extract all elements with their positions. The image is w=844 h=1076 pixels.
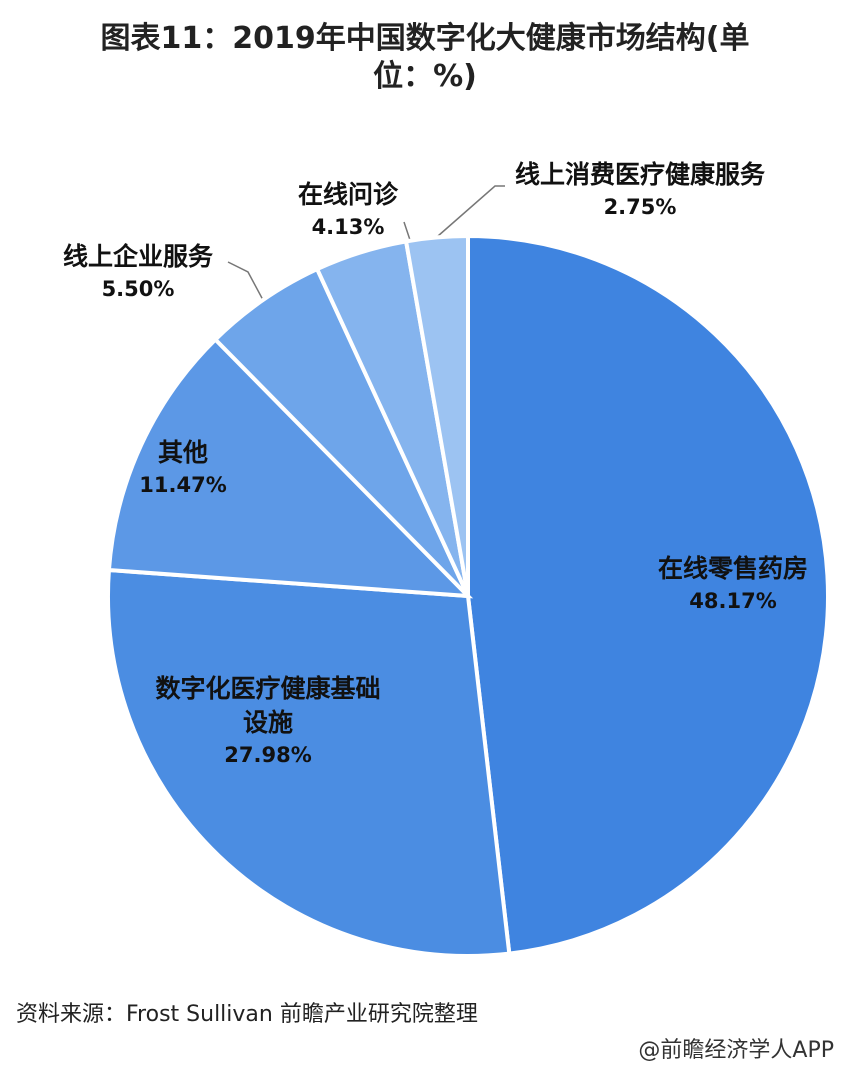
- chart-title: 图表11：2019年中国数字化大健康市场结构(单位：%): [100, 21, 750, 94]
- leader-line: [437, 185, 505, 237]
- slice-label: 线上消费医疗健康服务 2.75%: [515, 158, 765, 222]
- leader-line: [403, 221, 411, 241]
- value-label: 11.47%: [139, 473, 227, 497]
- category-label: 线上企业服务: [62, 242, 213, 271]
- pie-slice: [403, 233, 470, 597]
- watermark: @前瞻经济学人APP: [638, 1038, 834, 1063]
- category-label: 数字化医疗健康基础设施: [155, 674, 381, 737]
- leader-line: [227, 261, 264, 301]
- value-label: 5.50%: [101, 277, 175, 301]
- slice-label: 在线零售药房 48.17%: [613, 552, 844, 616]
- slice-label: 在线问诊 4.13%: [248, 178, 448, 242]
- category-label: 其他: [157, 438, 208, 467]
- value-label: 4.13%: [311, 215, 385, 239]
- source-note: 资料来源：Frost Sullivan 前瞻产业研究院整理: [16, 1002, 478, 1027]
- value-label: 27.98%: [224, 743, 312, 767]
- category-label: 在线问诊: [297, 180, 398, 209]
- pie-slice: [106, 336, 474, 599]
- category-label: 在线零售药房: [657, 554, 808, 583]
- pie-slice: [106, 567, 512, 958]
- value-label: 2.75%: [603, 195, 677, 219]
- slice-label: 其他 11.47%: [83, 436, 283, 500]
- category-label: 线上消费医疗健康服务: [515, 160, 766, 189]
- slice-label: 线上企业服务 5.50%: [28, 240, 248, 304]
- pie-slice: [466, 233, 830, 956]
- slice-label: 数字化医疗健康基础设施 27.98%: [148, 672, 388, 770]
- leader-lines: [227, 185, 505, 301]
- value-label: 48.17%: [689, 589, 777, 613]
